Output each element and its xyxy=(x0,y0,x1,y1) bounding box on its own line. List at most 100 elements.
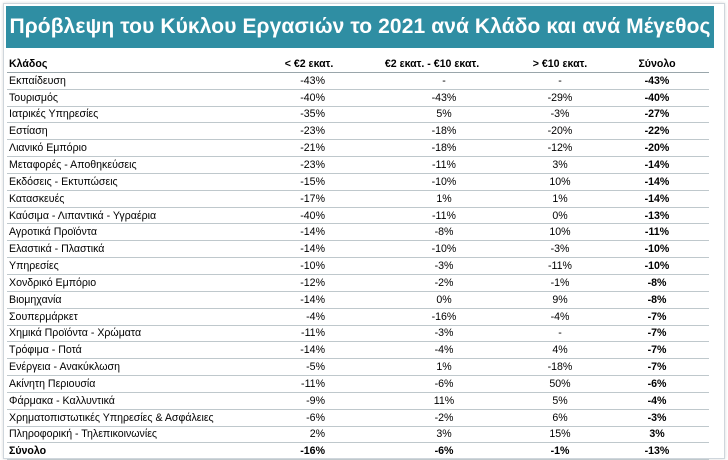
2m-10m-cell: -3% xyxy=(349,325,515,343)
over-10m-cell: -12% xyxy=(515,139,605,158)
sector-cell: Βιομηχανία xyxy=(7,291,269,309)
table-row: Ελαστικά - Πλαστικά -14% -10% -3% -10% xyxy=(7,240,709,259)
under-2m-cell: -14% xyxy=(269,341,349,360)
2m-10m-cell: -4% xyxy=(349,341,515,360)
total-cell: -14% xyxy=(605,156,709,174)
over-10m-cell: 50% xyxy=(515,375,605,393)
sector-cell: Αγροτικά Προϊόντα xyxy=(7,223,269,242)
total-cell: -7% xyxy=(605,308,709,326)
over-10m-cell: -29% xyxy=(515,89,605,107)
over-10m-cell: 15% xyxy=(515,426,605,444)
table-row: Εκδόσεις - Εκτυπώσεις -15% -10% 10% -14% xyxy=(7,173,709,191)
over-10m-cell: 5% xyxy=(515,392,605,410)
table-row: Χημικά Προϊόντα - Χρώματα -11% -3% - -7% xyxy=(7,325,709,343)
2m-10m-cell: -6% xyxy=(349,442,515,460)
sector-cell: Τρόφιμα - Ποτά xyxy=(7,341,269,360)
table-row: Ιατρικές Υπηρεσίες -35% 5% -3% -27% xyxy=(7,106,709,124)
over-10m-cell: 0% xyxy=(515,207,605,225)
table-row: Χρηματοπιστωτικές Υπηρεσίες & Ασφάλειες -… xyxy=(7,409,709,427)
over-10m-cell: 3% xyxy=(515,156,605,174)
sector-cell: Υπηρεσίες xyxy=(7,257,269,275)
over-10m-cell: -1% xyxy=(515,274,605,292)
sector-cell: Τουρισμός xyxy=(7,89,269,107)
total-cell: -20% xyxy=(605,139,709,158)
table-row: Εκπαίδευση -43% - - -43% xyxy=(7,72,709,90)
under-2m-cell: -14% xyxy=(269,291,349,309)
table-row: Εστίαση -23% -18% -20% -22% xyxy=(7,122,709,141)
over-10m-cell: 10% xyxy=(515,223,605,242)
sector-cell: Λιανικό Εμπόριο xyxy=(7,139,269,158)
table-body: Εκπαίδευση -43% - - -43% Τουρισμός -40% -43% -29… xyxy=(7,72,709,460)
under-2m-cell: 2% xyxy=(269,426,349,444)
under-2m-cell: -12% xyxy=(269,274,349,292)
2m-10m-cell: -2% xyxy=(349,274,515,292)
table-row: Ενέργεια - Ανακύκλωση -5% 1% -18% -7% xyxy=(7,358,709,377)
over-10m-cell: - xyxy=(515,72,605,90)
over-10m-cell: 6% xyxy=(515,409,605,427)
total-cell: -27% xyxy=(605,106,709,124)
under-2m-cell: -15% xyxy=(269,173,349,191)
sector-cell: Ακίνητη Περιουσία xyxy=(7,375,269,393)
2m-10m-cell: -43% xyxy=(349,89,515,107)
under-2m-cell: -40% xyxy=(269,89,349,107)
sector-cell: Εστίαση xyxy=(7,122,269,141)
table-row: Σουπερμάρκετ -4% -16% -4% -7% xyxy=(7,308,709,326)
table-header-row: Κλάδος < €2 εκατ. €2 εκατ. - €10 εκατ. >… xyxy=(7,56,709,73)
under-2m-cell: -16% xyxy=(269,442,349,460)
table-row: Μεταφορές - Αποθηκεύσεις -23% -11% 3% -14% xyxy=(7,156,709,174)
2m-10m-cell: -3% xyxy=(349,257,515,275)
total-cell: -6% xyxy=(605,375,709,393)
table-row: Φάρμακα - Καλλυντικά -9% 11% 5% -4% xyxy=(7,392,709,410)
2m-10m-cell: -16% xyxy=(349,308,515,326)
under-2m-cell: -9% xyxy=(269,392,349,410)
total-cell: 3% xyxy=(605,426,709,444)
2m-10m-cell: -6% xyxy=(349,375,515,393)
header-sector: Κλάδος xyxy=(7,56,269,73)
sector-cell: Ιατρικές Υπηρεσίες xyxy=(7,106,269,124)
2m-10m-cell: -11% xyxy=(349,207,515,225)
table-row: Πληροφορική - Τηλεπικοινωνίες 2% 3% 15% 3% xyxy=(7,426,709,444)
2m-10m-cell: -11% xyxy=(349,156,515,174)
table-row: Καύσιμα - Λιπαντικά - Υγραέρια -40% -11% 0%… xyxy=(7,207,709,225)
2m-10m-cell: 11% xyxy=(349,392,515,410)
under-2m-cell: -11% xyxy=(269,325,349,343)
total-cell: -14% xyxy=(605,173,709,191)
total-cell: -43% xyxy=(605,72,709,90)
over-10m-cell: -3% xyxy=(515,106,605,124)
under-2m-cell: -40% xyxy=(269,207,349,225)
over-10m-cell: - xyxy=(515,325,605,343)
under-2m-cell: -5% xyxy=(269,358,349,377)
sector-cell: Ελαστικά - Πλαστικά xyxy=(7,240,269,259)
total-cell: -14% xyxy=(605,190,709,208)
2m-10m-cell: -2% xyxy=(349,409,515,427)
total-cell: -13% xyxy=(605,442,709,460)
under-2m-cell: -17% xyxy=(269,190,349,208)
table-row: Τρόφιμα - Ποτά -14% -4% 4% -7% xyxy=(7,341,709,360)
table-row: Χονδρικό Εμπόριο -12% -2% -1% -8% xyxy=(7,274,709,292)
over-10m-cell: -1% xyxy=(515,442,605,460)
under-2m-cell: -23% xyxy=(269,156,349,174)
over-10m-cell: 10% xyxy=(515,173,605,191)
total-cell: -11% xyxy=(605,223,709,242)
under-2m-cell: -14% xyxy=(269,223,349,242)
under-2m-cell: -4% xyxy=(269,308,349,326)
under-2m-cell: -21% xyxy=(269,139,349,158)
table-row: Βιομηχανία -14% 0% 9% -8% xyxy=(7,291,709,309)
total-cell: -7% xyxy=(605,325,709,343)
total-cell: -4% xyxy=(605,392,709,410)
2m-10m-cell: -8% xyxy=(349,223,515,242)
2m-10m-cell: -10% xyxy=(349,173,515,191)
sector-cell: Χημικά Προϊόντα - Χρώματα xyxy=(7,325,269,343)
over-10m-cell: -18% xyxy=(515,358,605,377)
under-2m-cell: -14% xyxy=(269,240,349,259)
table-row: Τουρισμός -40% -43% -29% -40% xyxy=(7,89,709,107)
header-over-10m: > €10 εκατ. xyxy=(515,56,605,73)
under-2m-cell: -43% xyxy=(269,72,349,90)
total-cell: -7% xyxy=(605,358,709,377)
2m-10m-cell: -18% xyxy=(349,122,515,141)
over-10m-cell: -4% xyxy=(515,308,605,326)
table-total-row: Σύνολο -16% -6% -1% -13% xyxy=(7,442,709,460)
table-row: Κατασκευές -17% 1% 1% -14% xyxy=(7,190,709,208)
total-cell: -8% xyxy=(605,274,709,292)
page-title: Πρόβλεψη του Κύκλου Εργασιών το 2021 ανά… xyxy=(9,15,711,38)
